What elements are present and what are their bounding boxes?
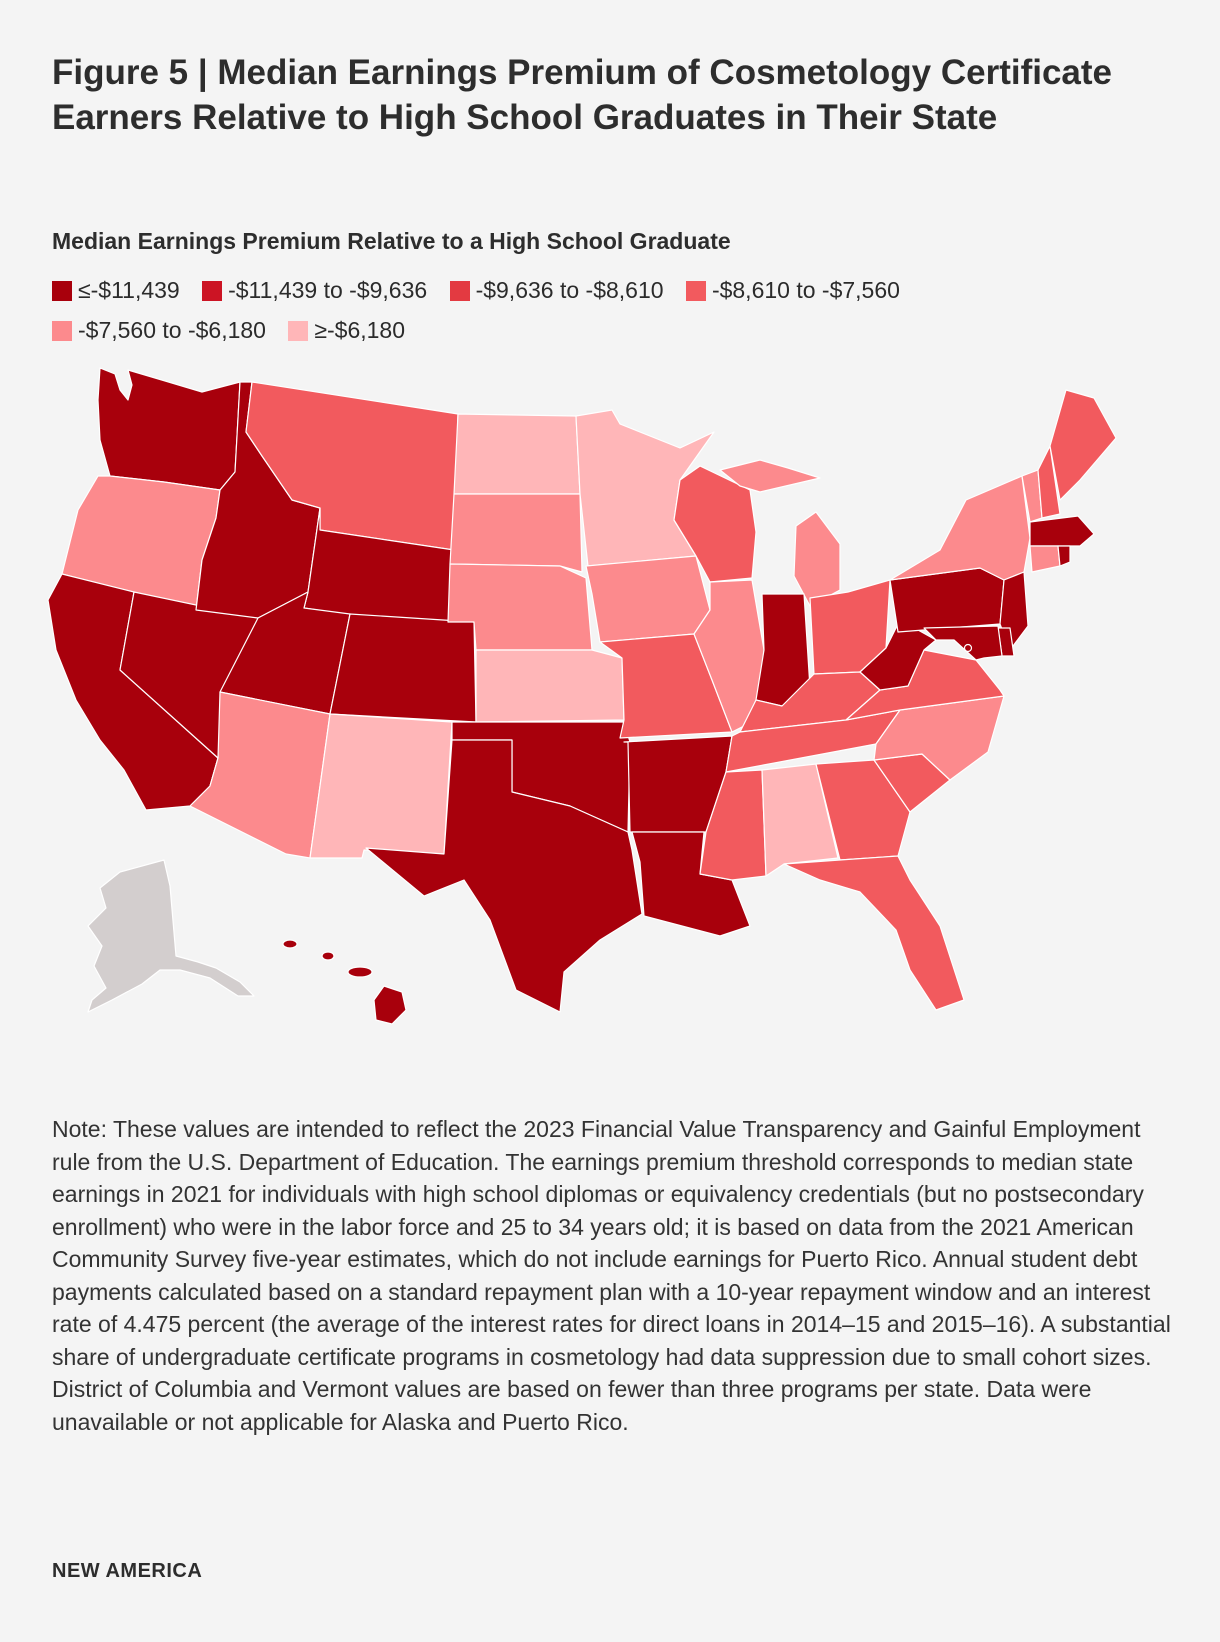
legend-item: -$9,636 to -$8,610 [449,270,664,310]
legend-label: -$9,636 to -$8,610 [475,277,664,303]
state-iowa[interactable] [585,555,711,643]
state-florida[interactable] [783,855,965,1011]
state-rhode-island[interactable] [1057,545,1071,567]
legend-title: Median Earnings Premium Relative to a Hi… [52,228,731,254]
legend-label: -$11,439 to -$9,636 [228,277,428,303]
state-wisconsin[interactable] [673,465,757,583]
legend-label: -$8,610 to -$7,560 [711,277,900,303]
state-new-hampshire[interactable] [1037,445,1061,519]
state-louisiana[interactable] [631,831,751,937]
state-north-dakota[interactable] [453,413,581,495]
state-hawaii-big-island[interactable] [373,985,407,1025]
state-maine[interactable] [1049,389,1117,501]
state-connecticut[interactable] [1029,545,1061,573]
state-new-mexico[interactable] [309,713,453,859]
legend-label: ≥-$6,180 [314,317,406,343]
legend-swatch [685,281,706,301]
footnote: Note: These values are intended to refle… [52,1116,1171,1435]
legend-swatch [52,281,72,301]
state-massachusetts[interactable] [1029,515,1095,547]
legend-item: ≤-$11,439 [52,270,180,310]
us-choropleth-map [47,367,1117,1025]
state-kansas[interactable] [475,649,625,723]
state-hawaii-maui[interactable] [347,966,373,978]
state-district-of-columbia[interactable] [963,643,973,653]
legend-item: -$11,439 to -$9,636 [202,270,427,310]
legend: ≤-$11,439 -$11,439 to -$9,636 -$9,636 to… [52,270,1132,350]
legend-swatch [288,321,309,341]
state-hawaii-oahu[interactable] [321,951,335,961]
state-washington[interactable] [97,367,241,491]
state-georgia[interactable] [815,759,911,861]
publisher-logo: NEW AMERICA [52,1560,203,1582]
figure-title: Figure 5 | Median Earnings Premium of Co… [52,53,1112,137]
legend-swatch [449,281,470,301]
state-new-york[interactable] [889,475,1031,581]
state-south-dakota[interactable] [449,493,583,573]
state-colorado[interactable] [329,613,477,723]
legend-label: ≤-$11,439 [78,277,180,303]
state-michigan-upper[interactable] [719,459,821,493]
state-michigan[interactable] [793,511,841,607]
state-illinois[interactable] [693,579,765,733]
state-hawaii-kauai[interactable] [282,939,298,949]
legend-swatch [202,281,223,301]
state-alabama[interactable] [761,763,839,877]
legend-label: -$7,560 to -$6,180 [78,317,266,343]
state-texas[interactable] [365,739,643,1013]
legend-item: ≥-$6,180 [288,310,405,350]
state-maryland[interactable] [923,625,1003,661]
legend-item: -$7,560 to -$6,180 [52,310,266,350]
legend-item: -$8,610 to -$7,560 [685,270,900,310]
state-alaska[interactable] [87,859,255,1013]
legend-swatch [52,321,72,341]
